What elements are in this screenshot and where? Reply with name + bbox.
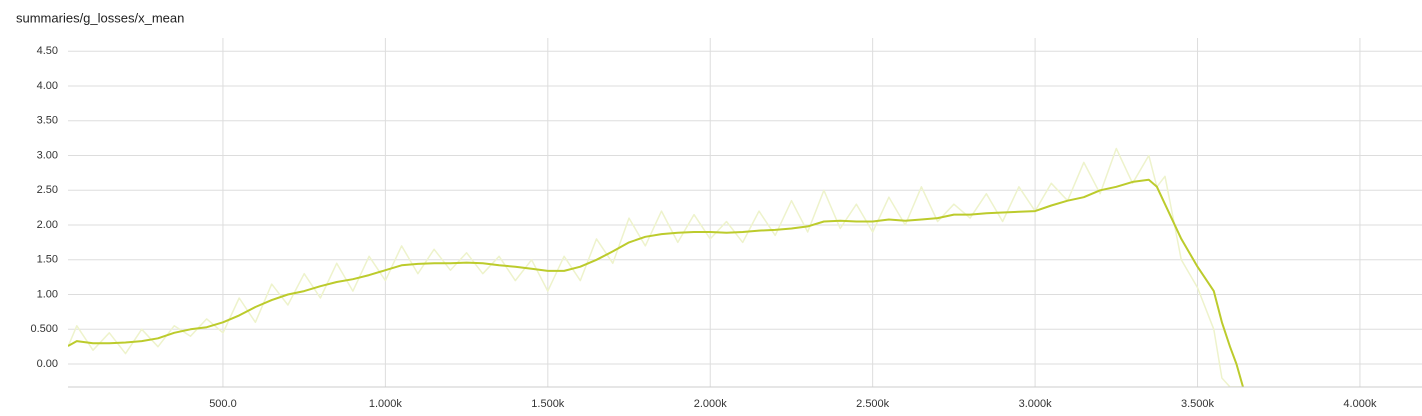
- y-tick-label: 1.00: [37, 288, 58, 300]
- y-tick-label: 0.500: [30, 323, 58, 335]
- y-tick-label: 2.50: [37, 184, 58, 196]
- x-tick-label: 1.500k: [531, 398, 565, 410]
- y-tick-label: 0.00: [37, 358, 58, 370]
- x-tick-label: 4.000k: [1343, 398, 1377, 410]
- x-tick-label: 1.000k: [369, 398, 403, 410]
- x-tick-label: 2.500k: [856, 398, 890, 410]
- x-tick-label: 3.000k: [1019, 398, 1053, 410]
- y-tick-label: 4.50: [37, 45, 58, 57]
- y-tick-label: 4.00: [37, 80, 58, 92]
- series-line: [68, 147, 1243, 387]
- chart-title: summaries/g_losses/x_mean: [16, 10, 184, 25]
- x-tick-label: 2.000k: [694, 398, 728, 410]
- x-tick-label: 3.500k: [1181, 398, 1215, 410]
- y-tick-label: 3.50: [37, 115, 58, 127]
- x-tick-label: 500.0: [209, 398, 237, 410]
- y-tick-label: 3.00: [37, 149, 58, 161]
- series-line: [68, 178, 1244, 387]
- y-tick-label: 2.00: [37, 219, 58, 231]
- y-tick-label: 1.50: [37, 254, 58, 266]
